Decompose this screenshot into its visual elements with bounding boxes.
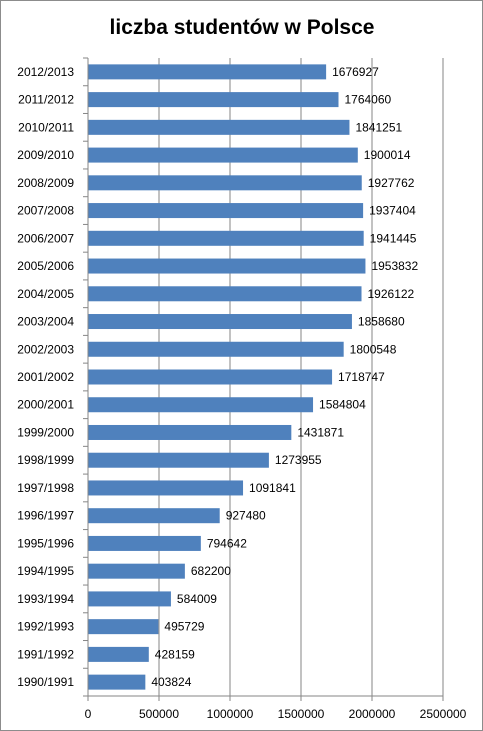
- category-label: 1990/1991: [17, 675, 74, 689]
- bar: [88, 147, 358, 163]
- bar: [88, 92, 339, 108]
- category-label: 1997/1998: [17, 481, 74, 495]
- data-label: 1718747: [338, 370, 385, 384]
- tick-labels: 0 500000 1000000 1500000 2000000 2500000: [85, 707, 467, 721]
- bar: [88, 64, 327, 80]
- data-label: 428159: [155, 647, 195, 661]
- category-label: 2001/2002: [17, 370, 74, 384]
- category-label: 1994/1995: [17, 564, 74, 578]
- bar: [88, 646, 149, 662]
- data-label: 1926122: [368, 287, 415, 301]
- data-label: 495729: [164, 620, 204, 634]
- data-label: 1431871: [297, 425, 344, 439]
- data-label: 1858680: [358, 315, 405, 329]
- bar: [88, 535, 201, 551]
- data-label: 1953832: [371, 259, 418, 273]
- category-label: 1999/2000: [17, 425, 74, 439]
- bar: [88, 619, 159, 635]
- data-label: 1800548: [350, 342, 397, 356]
- bar: [88, 397, 314, 413]
- bar: [88, 452, 269, 468]
- category-label: 1995/1996: [17, 536, 74, 550]
- axes: [83, 57, 444, 701]
- data-label: 794642: [207, 536, 247, 550]
- data-label: 1273955: [275, 453, 322, 467]
- data-label: 1927762: [368, 176, 415, 190]
- data-label: 927480: [226, 509, 266, 523]
- bar: [88, 314, 352, 330]
- category-label: 2005/2006: [17, 259, 74, 273]
- category-labels: 2012/2013 2011/2012 2010/2011 2009/2010 2008…: [17, 65, 74, 689]
- data-label: 1937404: [369, 204, 416, 218]
- bar: [88, 230, 364, 246]
- bar: [88, 674, 146, 690]
- x-tick-label: 0: [85, 707, 92, 721]
- bar: [88, 591, 171, 607]
- bar: [88, 119, 350, 135]
- category-label: 2010/2011: [18, 120, 74, 134]
- x-tick-label: 1000000: [207, 707, 254, 721]
- chart-title: liczba studentów w Polsce: [110, 16, 375, 39]
- bar: [88, 175, 362, 191]
- category-label: 2004/2005: [17, 287, 74, 301]
- bar: [88, 203, 364, 219]
- bars: [88, 64, 366, 690]
- category-label: 2007/2008: [17, 204, 74, 218]
- data-label: 403824: [151, 675, 191, 689]
- bar: [88, 286, 362, 302]
- x-tick-label: 2000000: [349, 707, 396, 721]
- category-label: 1992/1993: [17, 620, 74, 634]
- x-tick-label: 1500000: [278, 707, 325, 721]
- bar: [88, 424, 292, 440]
- category-label: 2003/2004: [17, 315, 74, 329]
- bar: [88, 341, 344, 357]
- category-label: 2000/2001: [17, 398, 74, 412]
- data-label: 682200: [191, 564, 231, 578]
- category-label: 2012/2013: [17, 65, 74, 79]
- category-label: 2008/2009: [17, 176, 74, 190]
- category-label: 1996/1997: [17, 509, 74, 523]
- data-label: 1941445: [370, 231, 417, 245]
- category-label: 2011/2012: [18, 93, 74, 107]
- category-label: 1998/1999: [17, 453, 74, 467]
- bar: [88, 369, 333, 385]
- data-label: 1584804: [319, 398, 366, 412]
- x-tick-label: 500000: [139, 707, 179, 721]
- bar: [88, 480, 244, 496]
- data-labels: 1676927 1764060 1841251 1900014 1927762 19374…: [151, 65, 418, 689]
- bar: [88, 258, 366, 274]
- bar: [88, 563, 185, 579]
- data-label: 1676927: [332, 65, 379, 79]
- category-label: 2006/2007: [17, 231, 74, 245]
- category-label: 2009/2010: [17, 148, 74, 162]
- category-label: 1991/1992: [17, 647, 74, 661]
- bar: [88, 508, 220, 524]
- category-label: 1993/1994: [17, 592, 74, 606]
- x-tick-label: 2500000: [420, 707, 467, 721]
- data-label: 1900014: [364, 148, 411, 162]
- data-label: 1764060: [344, 93, 391, 107]
- category-label: 2002/2003: [17, 342, 74, 356]
- data-label: 584009: [177, 592, 217, 606]
- data-label: 1841251: [355, 120, 402, 134]
- data-label: 1091841: [249, 481, 296, 495]
